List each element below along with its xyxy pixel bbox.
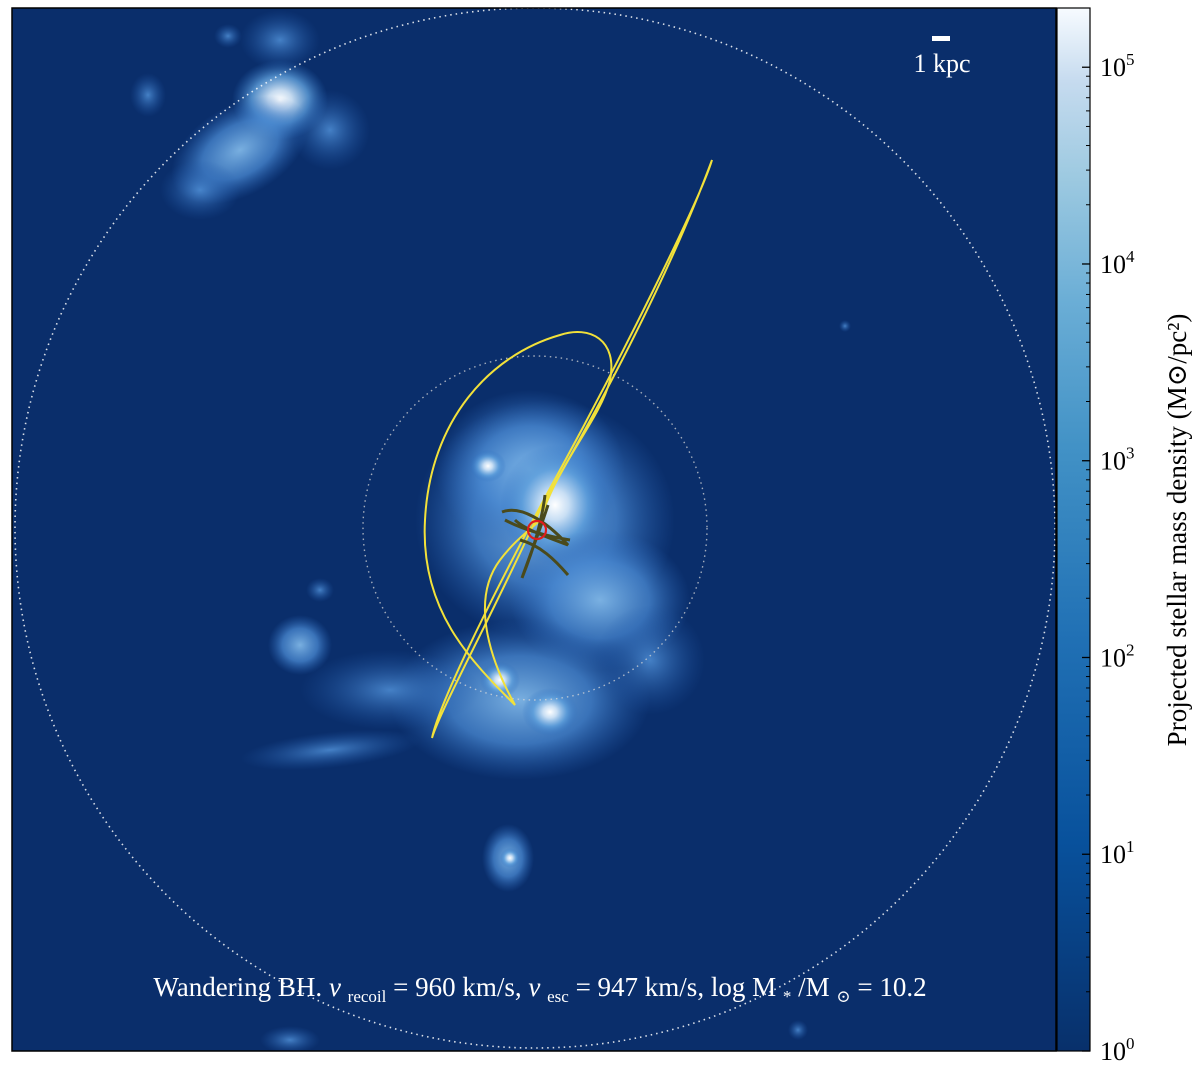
stellar-density-blobs xyxy=(130,10,851,1051)
colorbar-tick-label: 102 xyxy=(1100,640,1135,672)
colorbar-tick-label: 105 xyxy=(1100,50,1135,82)
caption-vrecoil-value: = 960 km/s, xyxy=(393,972,528,1002)
orbit-long-loop xyxy=(431,159,713,739)
colorbar-border xyxy=(1056,7,1091,1052)
caption-mass-mid: /M xyxy=(798,972,830,1002)
caption-prefix: Wandering BH. xyxy=(153,972,329,1002)
colorbar-tick-label: 103 xyxy=(1100,444,1135,476)
caption-mass-text: log M xyxy=(711,972,776,1002)
orbit-wide-loop xyxy=(423,331,613,706)
bh-position-marker xyxy=(526,519,548,541)
colorbar-tick-label: 104 xyxy=(1100,247,1135,279)
colorbar-gradient xyxy=(1057,8,1090,1051)
orbit-inner-tangle xyxy=(501,494,571,579)
colorbar: 100 101 102 103 104 105 Projected stellar mas… xyxy=(1056,7,1192,1066)
caption-vesc-symbol: v xyxy=(528,972,540,1002)
colorbar-label: Projected stellar mass density (M⊙/pc²) xyxy=(1162,314,1192,747)
caption-mass-sub2: ⊙ xyxy=(836,987,850,1006)
caption-mass-sub1: * xyxy=(783,987,792,1006)
colorbar-tick-label: 100 xyxy=(1100,1034,1135,1066)
caption-vrecoil-sub: recoil xyxy=(348,987,387,1006)
colorbar-tick-label: 101 xyxy=(1100,837,1135,869)
caption-vesc-sub: esc xyxy=(547,987,569,1006)
density-map-panel: 1 kpc Wandering BH. v recoil = 960 km/s,… xyxy=(12,8,1056,1051)
bh-orbit-trajectory xyxy=(423,159,713,739)
caption-vrecoil-symbol: v xyxy=(329,972,341,1002)
panel-border xyxy=(11,7,1057,1052)
caption-vesc-value: = 947 km/s, xyxy=(576,972,711,1002)
inner-radius-ring xyxy=(362,355,708,701)
panel-caption: Wandering BH. v recoil = 960 km/s, v esc… xyxy=(153,972,926,1008)
scale-bar-label: 1 kpc xyxy=(913,49,970,78)
scale-bar xyxy=(932,36,950,41)
outer-radius-ring xyxy=(14,8,1056,1049)
caption-mass-value: = 10.2 xyxy=(857,972,926,1002)
colorbar-ticks: 100 101 102 103 104 105 xyxy=(1082,7,1135,1066)
